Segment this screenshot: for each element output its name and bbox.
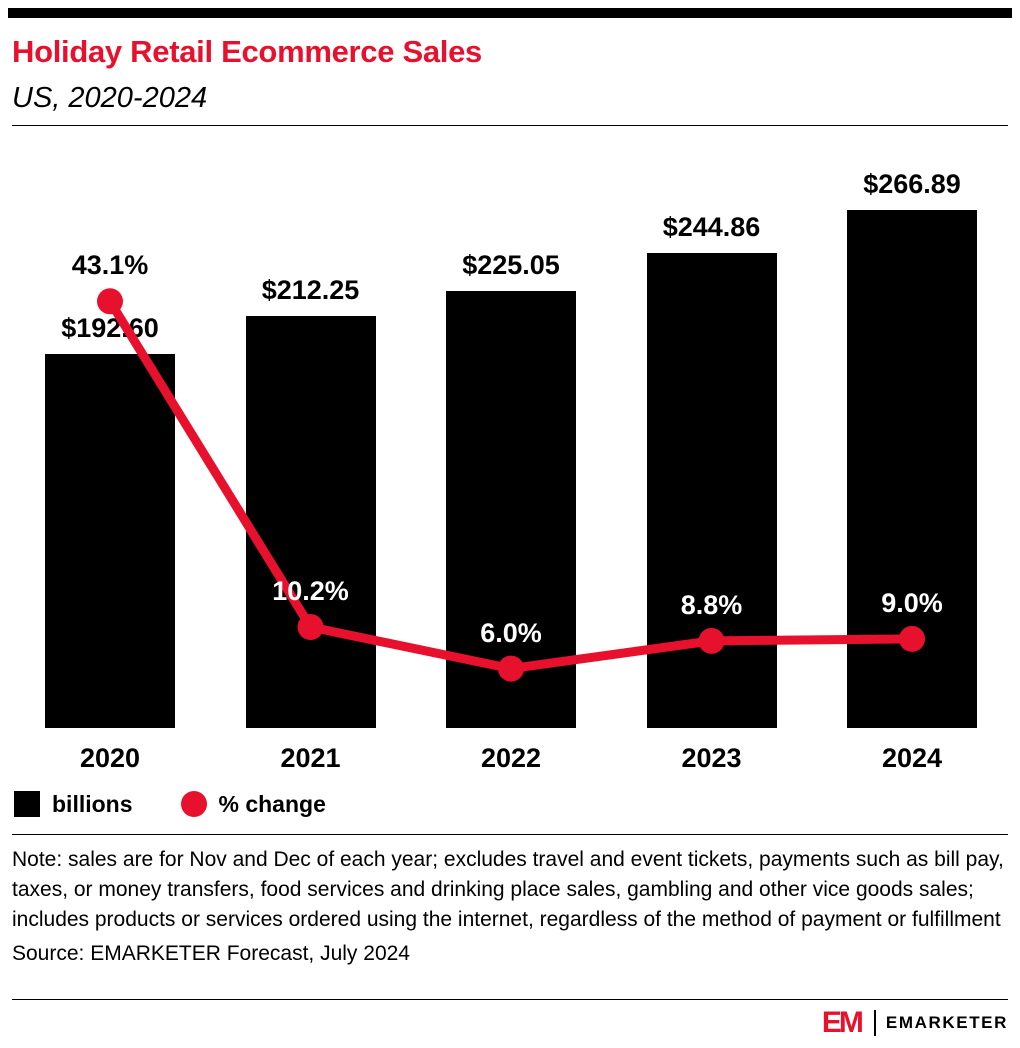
pct-point-2023: [698, 627, 725, 654]
bar-2020: [45, 354, 175, 728]
bar-value-label-2021: $212.25: [261, 275, 360, 305]
top-accent-bar: [8, 8, 1012, 18]
bar-2021: [245, 316, 376, 728]
pct-change-label-2020: 43.1%: [71, 250, 149, 281]
footer: EM EMARKETER: [12, 999, 1008, 1048]
source-text: Source: EMARKETER Forecast, July 2024: [12, 942, 410, 966]
pct-change-line: [97, 288, 925, 682]
legend-item-pct-change: % change: [180, 790, 326, 818]
bar-swatch-icon: [14, 791, 40, 818]
pct-point-2021: [297, 614, 324, 641]
pct-change-label-2022: 6.0%: [480, 617, 542, 648]
x-axis-label-2024: 2024: [881, 742, 943, 773]
emarketer-wordmark: EMARKETER: [885, 1013, 1008, 1032]
header-divider: [12, 124, 1008, 126]
x-axis-label-2022: 2022: [480, 742, 542, 773]
pct-change-label-2024: 9.0%: [881, 587, 943, 618]
chart-title: Holiday Retail Ecommerce Sales: [12, 34, 483, 69]
legend-label-pct-change: % change: [218, 790, 326, 817]
pct-point-2020: [97, 288, 123, 315]
bar-value-label-2020: $192.60: [61, 313, 159, 344]
legend: billions % change: [12, 791, 1008, 818]
chart-subtitle: US, 2020-2024: [12, 81, 208, 114]
line-swatch-icon: [180, 791, 207, 818]
bar-value-label-2023: $244.86: [662, 211, 761, 242]
note-divider: [12, 833, 1008, 835]
x-axis-label-2020: 2020: [79, 742, 141, 773]
pct-point-2022: [498, 655, 524, 682]
logo-separator: [873, 1010, 876, 1036]
note-text: Note: sales are for Nov and Dec of each …: [12, 847, 1004, 932]
chart: $192.60 43.1% 2020 $212.25 10.2% 2021 $225.05 6…: [12, 140, 1008, 775]
pct-change-label-2021: 10.2%: [272, 576, 349, 606]
legend-label-billions: billions: [52, 790, 133, 817]
bar-value-label-2022: $225.05: [462, 250, 560, 281]
legend-item-billions: billions: [14, 791, 133, 818]
x-axis-label-2023: 2023: [681, 742, 742, 773]
x-axis-label-2021: 2021: [280, 742, 341, 773]
pct-change-label-2023: 8.8%: [680, 589, 743, 620]
pct-point-2024: [899, 625, 925, 652]
bar-value-label-2024: $266.89: [863, 168, 961, 199]
emarketer-logo-icon: EM: [821, 1006, 864, 1039]
